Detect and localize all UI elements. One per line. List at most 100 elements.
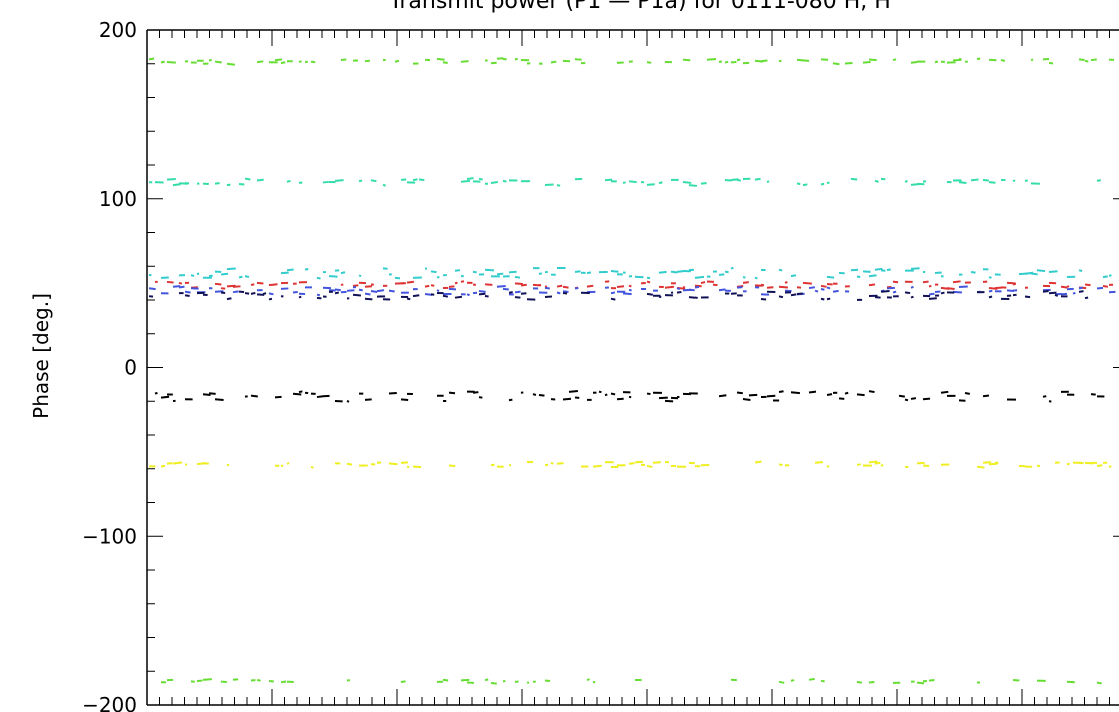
data-point	[298, 390, 303, 394]
data-point	[988, 276, 992, 279]
data-point	[688, 296, 696, 299]
data-point	[406, 280, 415, 284]
data-point	[598, 390, 602, 394]
data-point	[748, 393, 758, 397]
data-point	[988, 181, 996, 184]
data-point	[166, 60, 176, 64]
data-point	[406, 465, 410, 469]
data-point	[1102, 275, 1108, 279]
data-point	[280, 464, 284, 468]
data-point	[604, 178, 613, 182]
data-point	[610, 297, 616, 301]
data-point	[892, 290, 897, 294]
data-point	[646, 183, 655, 186]
data-point	[826, 181, 830, 185]
data-point	[982, 394, 990, 398]
series-8	[148, 460, 1112, 469]
data-point	[244, 177, 251, 181]
data-point	[868, 274, 877, 278]
data-point	[442, 61, 448, 65]
data-point	[586, 271, 592, 275]
data-point	[160, 60, 165, 64]
data-point	[508, 398, 513, 402]
data-point	[754, 177, 761, 181]
data-point	[538, 394, 545, 397]
data-point	[754, 460, 762, 464]
data-point	[892, 280, 899, 284]
data-point	[172, 183, 181, 187]
y-tick-label: 200	[99, 18, 137, 42]
data-point	[976, 465, 985, 469]
data-point	[802, 281, 812, 285]
data-point	[826, 465, 830, 468]
data-point	[736, 391, 743, 395]
data-point	[484, 678, 489, 682]
data-point	[490, 61, 497, 65]
data-point	[268, 292, 274, 296]
data-point	[490, 681, 497, 685]
data-point	[922, 180, 927, 183]
data-point	[166, 280, 174, 284]
data-point	[814, 289, 819, 293]
data-point	[850, 177, 858, 181]
data-point	[550, 461, 554, 465]
data-point	[742, 397, 751, 401]
data-point	[238, 275, 243, 279]
data-point	[316, 276, 321, 280]
data-point	[856, 393, 865, 397]
data-point	[616, 397, 624, 401]
data-point	[928, 292, 935, 296]
data-point	[802, 59, 810, 62]
data-point	[952, 280, 961, 284]
data-point	[340, 283, 344, 287]
data-point	[856, 680, 863, 684]
data-point	[214, 398, 224, 401]
data-point	[514, 275, 521, 279]
data-point	[742, 281, 749, 284]
data-point	[676, 270, 684, 273]
data-point	[736, 58, 741, 62]
data-point	[1036, 269, 1046, 273]
data-point	[988, 289, 993, 293]
data-point	[280, 61, 286, 65]
data-point	[196, 182, 200, 185]
data-point	[412, 294, 420, 298]
data-point	[304, 267, 309, 271]
data-point	[298, 60, 302, 63]
data-point	[160, 464, 166, 468]
data-point	[646, 280, 651, 284]
data-point	[616, 285, 625, 289]
data-point	[976, 57, 981, 61]
data-point	[826, 286, 831, 290]
data-point	[280, 271, 289, 275]
data-point	[184, 290, 191, 294]
data-point	[490, 463, 495, 467]
data-point	[424, 292, 433, 296]
data-point	[160, 395, 170, 399]
y-axis-label: Phase [deg.]	[29, 293, 53, 419]
data-point	[412, 178, 418, 182]
data-point	[856, 463, 861, 466]
data-point	[664, 399, 674, 403]
data-point	[610, 270, 619, 273]
data-point	[646, 292, 653, 296]
data-point	[544, 183, 554, 187]
data-point	[352, 284, 359, 287]
data-point	[658, 270, 667, 274]
data-point	[1024, 179, 1029, 182]
data-point	[790, 679, 795, 682]
data-point	[946, 287, 955, 290]
data-point	[274, 58, 283, 62]
data-point	[226, 267, 236, 271]
data-point	[376, 289, 385, 293]
data-point	[814, 461, 824, 464]
data-point	[988, 295, 993, 299]
data-point	[742, 276, 746, 279]
data-point	[256, 178, 264, 182]
data-point	[148, 287, 156, 291]
data-point	[796, 182, 801, 186]
data-point	[868, 283, 876, 287]
series-1	[148, 57, 1115, 66]
data-point	[256, 60, 264, 64]
data-point	[1054, 294, 1059, 297]
